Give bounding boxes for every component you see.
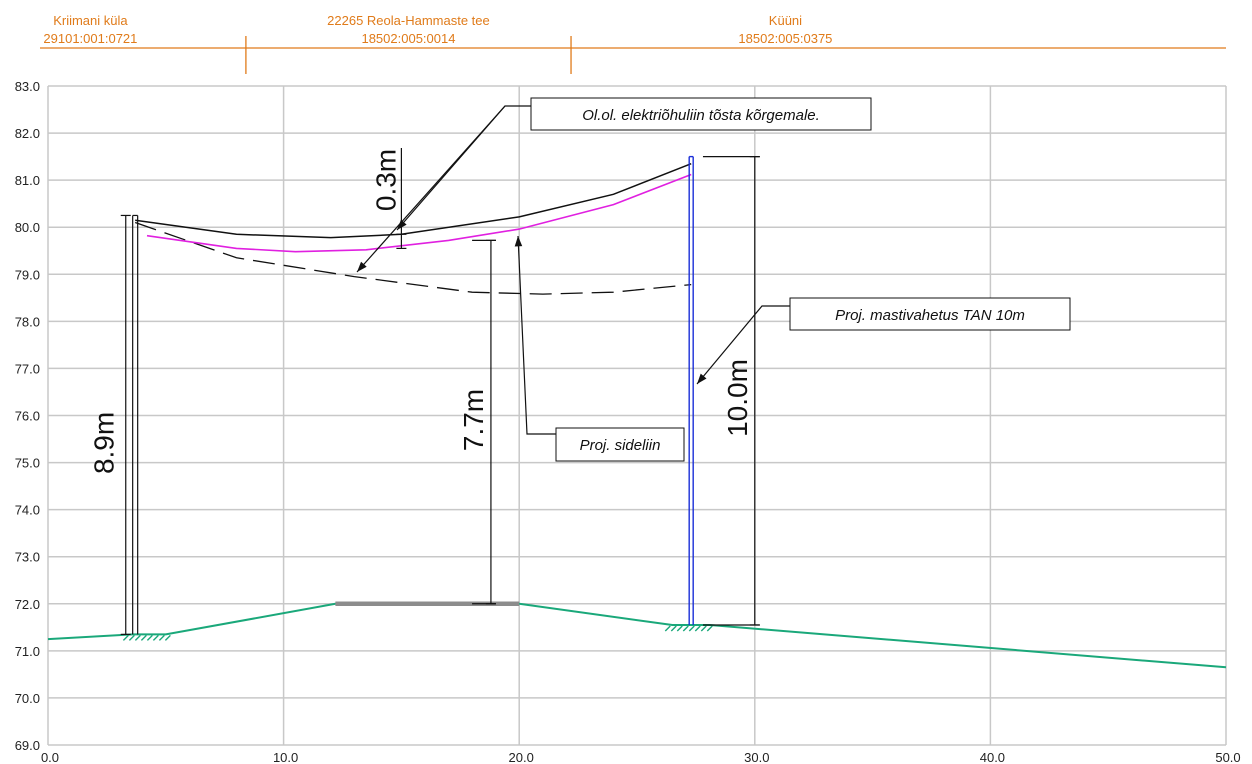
dimension-label-pole-height: 8.9m bbox=[89, 412, 120, 474]
callout-mast-replacement: Proj. mastivahetus TAN 10m bbox=[835, 307, 1025, 324]
y-tick-label: 78.0 bbox=[15, 314, 40, 329]
parcel-code: 29101:001:0721 bbox=[43, 31, 137, 46]
y-tick-label: 75.0 bbox=[15, 456, 40, 471]
leader-power-line-existing bbox=[356, 105, 506, 273]
x-tick-label: 50.0 bbox=[1215, 750, 1240, 764]
ground-hatch bbox=[676, 625, 683, 632]
tick-labels: 0.0 10.0 20.0 30.0 40.0 50.0 69.0 70.0 71.0 72.0 7… bbox=[15, 79, 1241, 764]
dimension-label-clearance: 0.3m bbox=[370, 149, 401, 211]
x-tick-label: 0.0 bbox=[41, 750, 59, 764]
x-tick-label: 30.0 bbox=[744, 750, 769, 764]
ground-hatch bbox=[128, 634, 135, 641]
dimension-label-line-height: 7.7m bbox=[458, 389, 489, 451]
leader-mast-arrowhead bbox=[697, 373, 707, 384]
ground-hatch bbox=[140, 634, 147, 641]
ground-hatch bbox=[706, 625, 713, 632]
ground-hatch bbox=[152, 634, 159, 641]
y-tick-label: 70.0 bbox=[15, 691, 40, 706]
leader-power-line-existing-arrowhead bbox=[357, 261, 367, 272]
grid bbox=[47, 85, 1227, 746]
callout-comm-line: Proj. sideliin bbox=[580, 437, 661, 454]
dimension-label-mast-height: 10.0m bbox=[722, 359, 753, 437]
ground-hatch bbox=[158, 634, 165, 641]
y-tick-label: 69.0 bbox=[15, 738, 40, 753]
y-tick-label: 79.0 bbox=[15, 267, 40, 282]
leader-power-line-raised-arrowhead bbox=[397, 219, 407, 230]
parcel-strip: Kriimani küla 29101:001:0721 22265 Reola… bbox=[40, 13, 1226, 74]
parcel-name: 22265 Reola-Hammaste tee bbox=[327, 13, 490, 28]
profile-content bbox=[47, 148, 1227, 669]
ground-hatch bbox=[134, 634, 141, 641]
y-tick-label: 71.0 bbox=[15, 644, 40, 659]
ground-hatch bbox=[122, 634, 129, 641]
parcel-code: 18502:005:0014 bbox=[361, 31, 455, 46]
dimension-labels: 8.9m 0.3m 7.7m 10.0m bbox=[89, 149, 753, 474]
callout-box-power-line bbox=[530, 97, 872, 131]
leader-comm-line-arrowhead bbox=[514, 236, 523, 247]
y-tick-label: 82.0 bbox=[15, 126, 40, 141]
parcel-name: Küüni bbox=[769, 13, 802, 28]
ground-hatch bbox=[694, 625, 701, 632]
callout-box-comm-line bbox=[555, 427, 685, 462]
y-tick-label: 81.0 bbox=[15, 173, 40, 188]
callout-box-mast bbox=[789, 297, 1071, 331]
y-tick-label: 74.0 bbox=[15, 503, 40, 518]
ground-hatch bbox=[688, 625, 695, 632]
x-tick-label: 40.0 bbox=[980, 750, 1005, 764]
ground-hatch bbox=[670, 625, 677, 632]
parcel-code: 18502:005:0375 bbox=[738, 31, 832, 46]
ground-hatch bbox=[146, 634, 153, 641]
x-tick-label: 20.0 bbox=[509, 750, 534, 764]
ground-hatch bbox=[700, 625, 707, 632]
y-tick-label: 80.0 bbox=[15, 220, 40, 235]
y-tick-label: 76.0 bbox=[15, 409, 40, 424]
leader-mast bbox=[696, 305, 790, 385]
y-tick-label: 77.0 bbox=[15, 361, 40, 376]
y-tick-label: 72.0 bbox=[15, 597, 40, 612]
existing-power-line bbox=[134, 221, 692, 295]
ground-hatch bbox=[682, 625, 689, 632]
parcel-name: Kriimani küla bbox=[53, 13, 128, 28]
proposed-communication-line bbox=[146, 173, 692, 253]
callout-power-line: Ol.ol. elektriõhuliin tõsta kõrgemale. bbox=[582, 107, 820, 124]
ground-hatch bbox=[664, 625, 671, 632]
y-tick-label: 83.0 bbox=[15, 79, 40, 94]
leader-comm-line bbox=[517, 235, 556, 435]
y-tick-label: 73.0 bbox=[15, 550, 40, 565]
callouts: Ol.ol. elektriõhuliin tõsta kõrgemale. P… bbox=[356, 97, 1071, 462]
x-tick-label: 10.0 bbox=[273, 750, 298, 764]
ground-hatch bbox=[164, 634, 171, 641]
